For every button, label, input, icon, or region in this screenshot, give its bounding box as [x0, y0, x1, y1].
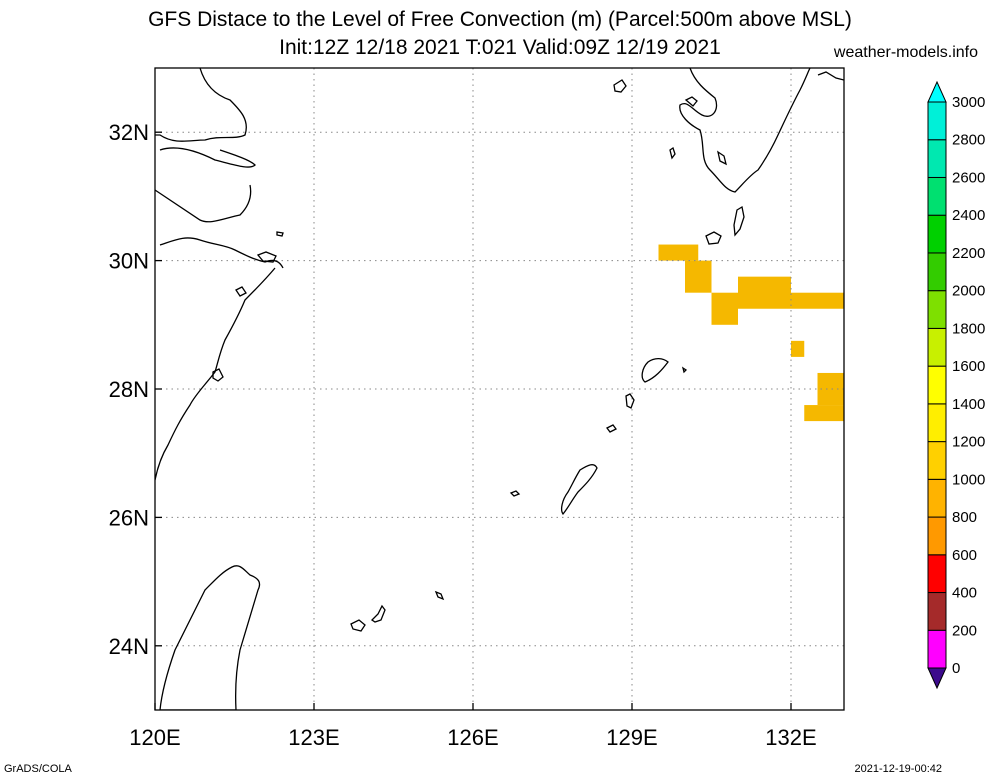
lat-label-26: 26N	[109, 505, 149, 530]
island-tanegashima	[733, 205, 745, 237]
footer-timestamp: 2021-12-19-00:42	[854, 763, 942, 775]
colorbar-label-2200: 2200	[952, 245, 985, 262]
island-kume	[509, 490, 521, 497]
colorbar-box-6	[927, 403, 947, 443]
lfc-cell-2	[711, 292, 738, 325]
island-small-1	[276, 231, 284, 237]
coastline-china-mid	[155, 184, 252, 223]
island-shikoku-edge	[817, 71, 844, 81]
colorbar-label-400: 400	[952, 585, 977, 602]
colorbar-max-arrow	[927, 80, 947, 103]
map-title: GFS Distace to the Level of Free Convect…	[148, 8, 852, 31]
footer-credit: GrADS/COLA	[4, 763, 72, 775]
map-subtitle: Init:12Z 12/18 2021 T:021 Valid:09Z 12/1…	[279, 36, 721, 59]
island-yakushima	[705, 231, 722, 245]
island-taiwan	[159, 565, 261, 710]
island-bay-shore	[717, 150, 727, 166]
coastline-china-north	[155, 68, 247, 142]
colorbar-box-11	[927, 214, 947, 254]
coastline-zhejiang	[155, 267, 276, 481]
colorbar-box-3	[927, 516, 947, 556]
island-miyako	[370, 604, 386, 623]
lon-label-126: 126E	[447, 725, 498, 750]
colorbar-label-1400: 1400	[952, 396, 985, 413]
colorbar-box-14	[927, 101, 947, 141]
lat-label-28: 28N	[109, 377, 149, 402]
colorbar-label-600: 600	[952, 547, 977, 564]
colorbar-label-1800: 1800	[952, 320, 985, 337]
axis-ticks: 120E 123E 126E 129E 132E 24N 26N 28N 30N 32N	[109, 120, 817, 750]
colorbar-box-0	[927, 629, 947, 669]
island-okinoerabu	[606, 424, 617, 433]
colorbar-box-13	[927, 139, 947, 178]
colorbar-label-2400: 2400	[952, 207, 985, 224]
grid-lines	[155, 68, 844, 710]
colorbar-label-1000: 1000	[952, 471, 985, 488]
colorbar-label-800: 800	[952, 509, 977, 526]
colorbar: 0 200 400 600 800 1000 1200 1400 1600 1800 2000 220…	[927, 80, 985, 690]
lfc-cell-3	[738, 276, 791, 309]
colorbar-label-2000: 2000	[952, 283, 985, 300]
coastline-yangtze	[159, 147, 256, 168]
coastline-hangzhou-bay	[159, 237, 284, 269]
lon-label-123: 123E	[288, 725, 339, 750]
island-ishigaki	[350, 619, 366, 632]
colorbar-label-2800: 2800	[952, 132, 985, 149]
lat-label-24: 24N	[109, 634, 149, 659]
colorbar-box-8	[927, 327, 947, 367]
island-okinawa	[561, 464, 598, 516]
colorbar-label-2600: 2600	[952, 169, 985, 186]
island-small-4	[681, 366, 688, 374]
lon-label-132: 132E	[765, 725, 816, 750]
plot-frame	[154, 67, 845, 711]
colorbar-box-4	[927, 478, 947, 518]
colorbar-label-3000: 3000	[952, 94, 985, 111]
colorbar-box-5	[927, 441, 947, 480]
colorbar-box-9	[927, 290, 947, 329]
island-tokunoshima	[625, 393, 635, 409]
colorbar-label-200: 200	[952, 622, 977, 639]
island-koshiki	[669, 146, 676, 160]
lfc-cell-4	[791, 292, 844, 309]
lfc-cell-7	[804, 405, 844, 422]
colorbar-label-1200: 1200	[952, 434, 985, 451]
colorbar-label-1600: 1600	[952, 358, 985, 375]
island-hirado	[684, 96, 698, 107]
island-small-2	[235, 286, 247, 297]
colorbar-box-12	[927, 176, 947, 216]
colorbar-box-2	[927, 554, 947, 594]
colorbar-min-arrow	[927, 667, 947, 690]
lfc-cell-5	[791, 340, 805, 357]
island-amami	[641, 357, 669, 383]
lfc-field-layer	[658, 244, 844, 422]
island-goto	[613, 79, 627, 93]
lat-label-32: 32N	[109, 120, 149, 145]
colorbar-box-10	[927, 252, 947, 292]
site-credit: weather-models.info	[833, 44, 978, 61]
island-kyushu	[679, 68, 811, 193]
colorbar-label-0: 0	[952, 660, 960, 677]
lfc-cell-1	[685, 260, 712, 293]
island-senkaku	[434, 590, 445, 601]
lfc-cell-0	[658, 244, 699, 261]
colorbar-box-7	[927, 365, 947, 405]
coastlines	[155, 68, 844, 710]
island-zhoushan	[256, 251, 277, 263]
lat-label-30: 30N	[109, 249, 149, 274]
colorbar-box-1	[927, 592, 947, 631]
lon-label-120: 120E	[129, 725, 180, 750]
lon-label-129: 129E	[606, 725, 657, 750]
island-small-3	[212, 368, 224, 382]
